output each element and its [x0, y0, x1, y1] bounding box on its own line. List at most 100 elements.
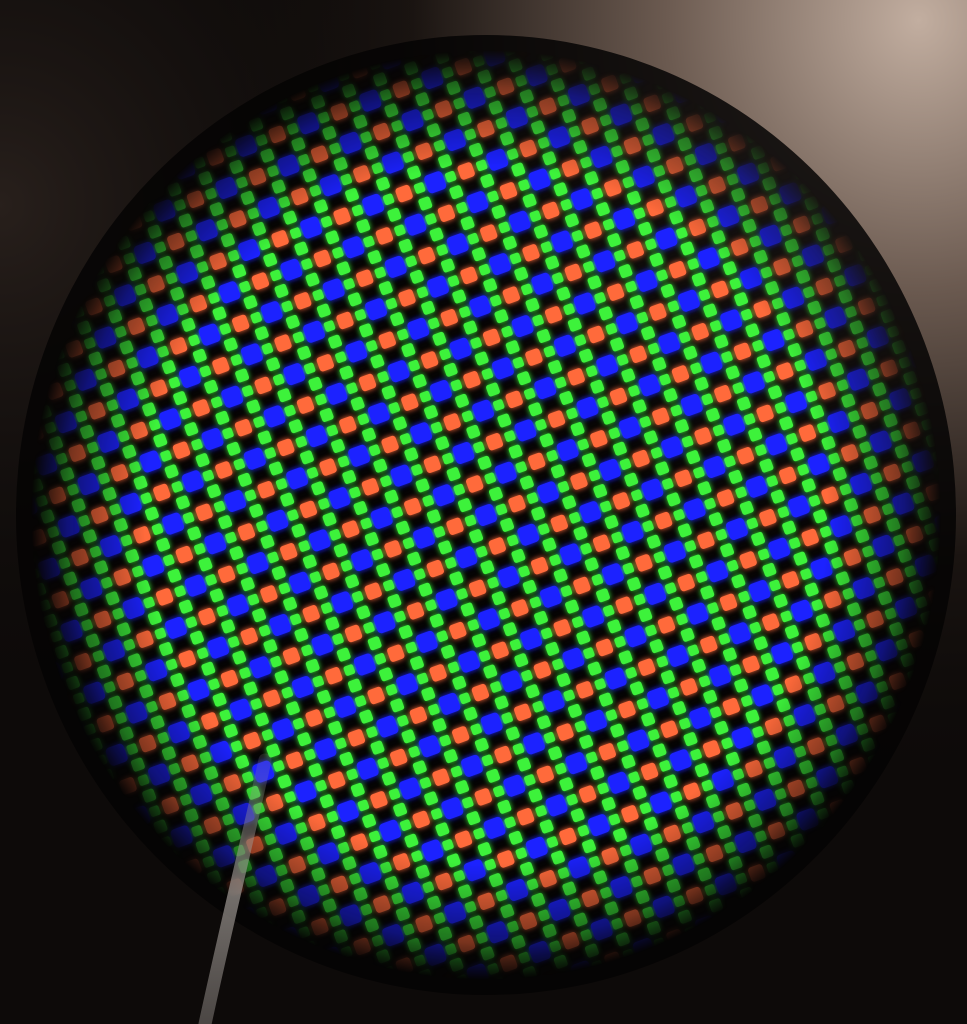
red-subpixel: [939, 232, 957, 251]
blue-subpixel: [300, 216, 323, 239]
green-subpixel: [740, 308, 753, 321]
green-subpixel: [805, 776, 818, 789]
green-subpixel: [683, 345, 698, 360]
blue-subpixel: [672, 853, 695, 876]
red-subpixel: [733, 342, 752, 361]
green-subpixel: [337, 69, 350, 81]
blue-subpixel: [365, 298, 387, 321]
green-subpixel: [149, 805, 161, 817]
red-subpixel: [931, 692, 949, 710]
blue-subpixel: [35, 453, 58, 476]
green-subpixel: [0, 193, 9, 206]
green-subpixel: [596, 974, 611, 989]
green-subpixel: [617, 740, 629, 752]
green-subpixel: [466, 811, 481, 826]
green-subpixel: [205, 187, 217, 200]
red-subpixel: [694, 427, 712, 445]
green-subpixel: [518, 565, 530, 578]
green-subpixel: [896, 252, 908, 265]
green-subpixel: [325, 616, 340, 631]
red-subpixel: [271, 1002, 289, 1020]
green-subpixel: [536, 329, 551, 343]
green-subpixel: [432, 718, 447, 733]
green-subpixel: [673, 509, 685, 521]
green-subpixel: [550, 78, 565, 92]
green-subpixel: [170, 286, 185, 301]
green-subpixel: [195, 66, 210, 81]
green-subpixel: [202, 469, 215, 482]
green-subpixel: [244, 875, 257, 888]
green-subpixel: [893, 148, 905, 160]
green-subpixel: [385, 684, 398, 696]
red-subpixel: [872, 819, 890, 837]
green-subpixel: [956, 35, 967, 50]
green-subpixel: [484, 858, 497, 871]
green-subpixel: [266, 743, 281, 758]
green-subpixel: [122, 444, 137, 459]
green-subpixel: [581, 66, 596, 81]
green-subpixel: [917, 120, 932, 135]
red-subpixel: [60, 904, 78, 922]
blue-subpixel: [207, 636, 230, 659]
green-subpixel: [140, 492, 153, 504]
green-subpixel: [424, 405, 438, 420]
red-subpixel: [327, 0, 346, 17]
green-subpixel: [577, 52, 589, 64]
green-subpixel: [326, 424, 339, 437]
red-subpixel: [93, 610, 112, 629]
green-subpixel: [639, 802, 652, 814]
green-subpixel: [419, 4, 431, 17]
green-subpixel: [194, 543, 206, 555]
green-subpixel: [914, 788, 929, 803]
blue-subpixel: [912, 450, 934, 473]
green-subpixel: [157, 345, 169, 358]
red-subpixel: [852, 88, 870, 107]
blue-subpixel: [475, 504, 497, 526]
green-subpixel: [686, 63, 701, 78]
green-subpixel: [289, 613, 302, 626]
green-subpixel: [68, 780, 83, 795]
red-subpixel: [863, 506, 881, 524]
green-subpixel: [2, 402, 14, 414]
green-subpixel: [779, 416, 794, 431]
red-subpixel: [339, 416, 357, 434]
green-subpixel: [639, 29, 651, 42]
green-subpixel: [759, 72, 774, 87]
blue-subpixel: [926, 199, 948, 222]
green-subpixel: [653, 551, 666, 563]
green-subpixel: [67, 870, 79, 882]
green-subpixel: [361, 41, 376, 56]
green-subpixel: [137, 1, 150, 14]
green-subpixel: [529, 596, 542, 609]
green-subpixel: [350, 396, 365, 411]
green-subpixel: [669, 596, 684, 611]
green-subpixel: [277, 774, 292, 789]
green-subpixel: [266, 357, 281, 372]
green-subpixel: [515, 461, 527, 473]
green-subpixel: [136, 580, 151, 594]
red-subpixel: [609, 387, 628, 406]
green-subpixel: [442, 66, 454, 79]
green-subpixel: [33, 390, 45, 403]
blue-subpixel: [948, 261, 967, 284]
green-subpixel: [567, 703, 582, 718]
green-subpixel: [5, 120, 17, 132]
blue-subpixel: [238, 1011, 261, 1024]
green-subpixel: [302, 940, 317, 955]
green-subpixel: [294, 241, 309, 256]
red-subpixel: [375, 999, 394, 1018]
red-subpixel: [798, 424, 817, 442]
green-subpixel: [847, 602, 861, 617]
green-subpixel: [844, 111, 858, 126]
blue-subpixel: [170, 53, 193, 75]
green-subpixel: [20, 551, 35, 566]
green-subpixel: [557, 867, 570, 879]
green-subpixel: [53, 348, 65, 361]
green-subpixel: [658, 952, 673, 966]
green-subpixel: [831, 170, 843, 183]
green-subpixel: [61, 661, 74, 674]
green-subpixel: [758, 934, 770, 947]
green-subpixel: [357, 413, 370, 425]
blue-subpixel: [900, 805, 923, 828]
red-subpixel: [849, 757, 867, 775]
